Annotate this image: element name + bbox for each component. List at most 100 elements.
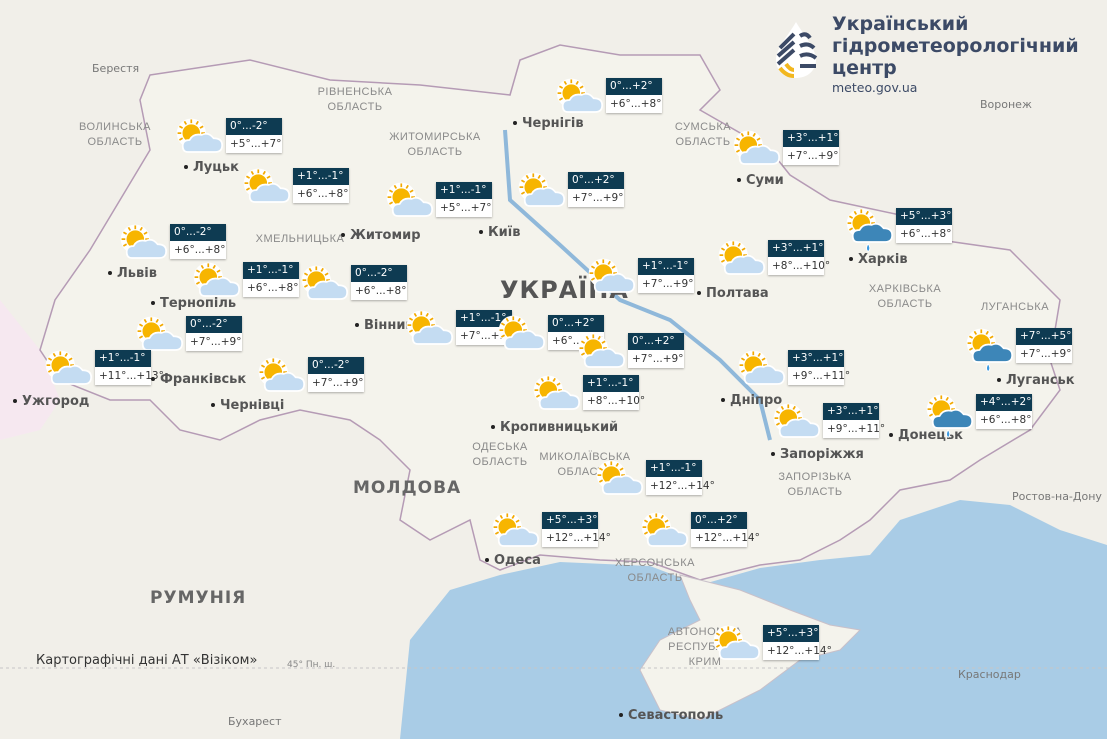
night-temperature: +1°...-1° bbox=[638, 258, 694, 275]
temperature-box: +1°...-1° +11°...+13° bbox=[95, 350, 164, 385]
night-temperature: +1°...-1° bbox=[95, 350, 151, 367]
day-temperature: +6°...+8° bbox=[293, 185, 349, 203]
day-temperature: +7°...+9° bbox=[568, 189, 624, 207]
day-temperature: +9°...+11° bbox=[823, 420, 885, 438]
country-label: РУМУНІЯ bbox=[150, 588, 247, 608]
day-temperature: +7°...+9° bbox=[1016, 345, 1072, 363]
night-temperature: 0°...+2° bbox=[628, 333, 684, 350]
temperature-box: +1°...-1° +7°...+9° bbox=[456, 310, 512, 345]
rain-cloud-icon bbox=[926, 394, 974, 438]
temperature-box: 0°...-2° +6°...+8° bbox=[351, 265, 407, 300]
night-temperature: +5°...+3° bbox=[896, 208, 952, 225]
temperature-box: 0°...-2° +7°...+9° bbox=[186, 316, 242, 351]
temperature-box: 0°...-2° +5°...+7° bbox=[226, 118, 282, 153]
partly-cloudy-icon bbox=[718, 240, 766, 275]
day-temperature: +8°...+10° bbox=[768, 257, 830, 275]
day-temperature: +5°...+7° bbox=[436, 199, 492, 217]
city-label: Луганськ bbox=[997, 373, 1075, 388]
partly-cloudy-icon bbox=[176, 118, 224, 153]
night-temperature: 0°...-2° bbox=[308, 357, 364, 374]
night-temperature: 0°...-2° bbox=[226, 118, 282, 135]
night-temperature: +1°...-1° bbox=[456, 310, 512, 327]
logo-title-line1: Український bbox=[832, 13, 969, 35]
partly-cloudy-icon bbox=[243, 168, 291, 203]
night-temperature: +5°...+3° bbox=[763, 625, 819, 642]
night-temperature: +4°...+2° bbox=[976, 394, 1032, 411]
partly-cloudy-icon bbox=[386, 182, 434, 217]
day-temperature: +6°...+8° bbox=[896, 225, 952, 243]
night-temperature: +1°...-1° bbox=[293, 168, 349, 185]
night-temperature: +3°...+1° bbox=[788, 350, 844, 367]
night-temperature: 0°...+2° bbox=[548, 315, 604, 332]
night-temperature: +7°...+5° bbox=[1016, 328, 1072, 345]
city-label: Полтава bbox=[697, 286, 769, 301]
city-label: Житомир bbox=[341, 228, 421, 243]
partly-cloudy-icon bbox=[258, 357, 306, 392]
temperature-box: +1°...-1° +6°...+8° bbox=[243, 262, 299, 297]
region-label: ХАРКІВСЬКА ОБЛАСТЬ bbox=[868, 283, 942, 310]
partly-cloudy-icon bbox=[588, 258, 636, 293]
day-temperature: +7°...+9° bbox=[638, 275, 694, 293]
country-label: МОЛДОВА bbox=[353, 478, 462, 498]
temperature-box: 0°...+2° +7°...+9° bbox=[568, 172, 624, 207]
rain-cloud-icon bbox=[966, 328, 1014, 372]
drop-logo-icon bbox=[776, 22, 818, 78]
partly-cloudy-icon bbox=[713, 625, 761, 660]
city-label: Кропивницький bbox=[490, 420, 619, 435]
city-label: Севастополь bbox=[618, 708, 724, 723]
region-label: ЗАПОРІЗЬКА ОБЛАСТЬ bbox=[778, 471, 852, 498]
day-temperature: +7°...+9° bbox=[308, 374, 364, 392]
region-label: СУМСЬКА ОБЛАСТЬ bbox=[674, 121, 732, 148]
partly-cloudy-icon bbox=[533, 375, 581, 410]
day-temperature: +12°...+14° bbox=[691, 529, 760, 547]
partly-cloudy-icon bbox=[498, 315, 546, 350]
partly-cloudy-icon bbox=[738, 350, 786, 385]
partly-cloudy-icon bbox=[136, 316, 184, 351]
logo-title-line2: гідрометеорологічний bbox=[832, 35, 1079, 57]
partly-cloudy-icon bbox=[492, 512, 540, 547]
night-temperature: +3°...+1° bbox=[823, 403, 879, 420]
temperature-box: 0°...-2° +7°...+9° bbox=[308, 357, 364, 392]
day-temperature: +8°...+10° bbox=[583, 392, 645, 410]
city-label: Львів bbox=[108, 266, 157, 281]
day-temperature: +9°...+11° bbox=[788, 367, 850, 385]
day-temperature: +12°...+14° bbox=[763, 642, 832, 660]
night-temperature: 0°...+2° bbox=[568, 172, 624, 189]
temperature-box: +1°...-1° +5°...+7° bbox=[436, 182, 492, 217]
foreign-city-label: Бухарест bbox=[228, 715, 282, 728]
temperature-box: +3°...+1° +7°...+9° bbox=[783, 130, 839, 165]
partly-cloudy-icon bbox=[578, 333, 626, 368]
logo-url[interactable]: meteo.gov.ua bbox=[832, 80, 918, 95]
city-label: Ужгород bbox=[12, 394, 90, 409]
day-temperature: +7°...+9° bbox=[628, 350, 684, 368]
temperature-box: +1°...-1° +6°...+8° bbox=[293, 168, 349, 203]
night-temperature: 0°...-2° bbox=[186, 316, 242, 333]
temperature-box: +3°...+1° +9°...+11° bbox=[823, 403, 885, 438]
region-label: ОДЕСЬКА ОБЛАСТЬ bbox=[472, 441, 528, 468]
partly-cloudy-icon bbox=[193, 262, 241, 297]
region-label: ВОЛИНСЬКА ОБЛАСТЬ bbox=[79, 121, 151, 148]
temperature-box: 0°...-2° +6°...+8° bbox=[170, 224, 226, 259]
temperature-box: 0°...+2° +6°...+8° bbox=[606, 78, 662, 113]
night-temperature: +3°...+1° bbox=[768, 240, 824, 257]
foreign-city-label: Краснодар bbox=[958, 668, 1021, 681]
partly-cloudy-icon bbox=[596, 460, 644, 495]
foreign-city-label: Воронеж bbox=[980, 98, 1032, 111]
partly-cloudy-icon bbox=[733, 130, 781, 165]
temperature-box: 0°...+2° +7°...+9° bbox=[628, 333, 684, 368]
partly-cloudy-icon bbox=[120, 224, 168, 259]
day-temperature: +7°...+9° bbox=[783, 147, 839, 165]
partly-cloudy-icon bbox=[641, 512, 689, 547]
logo: Український гідрометеорологічний центр m… bbox=[770, 14, 1079, 95]
temperature-box: +3°...+1° +8°...+10° bbox=[768, 240, 830, 275]
day-temperature: +6°...+8° bbox=[351, 282, 407, 300]
logo-title-line3: центр bbox=[832, 57, 897, 79]
night-temperature: +1°...-1° bbox=[243, 262, 299, 279]
day-temperature: +6°...+8° bbox=[976, 411, 1032, 429]
night-temperature: 0°...-2° bbox=[351, 265, 407, 282]
city-label: Франківськ bbox=[150, 372, 247, 387]
temperature-box: +1°...-1° +12°...+14° bbox=[646, 460, 715, 495]
night-temperature: 0°...+2° bbox=[691, 512, 747, 529]
night-temperature: 0°...-2° bbox=[170, 224, 226, 241]
partly-cloudy-icon bbox=[518, 172, 566, 207]
